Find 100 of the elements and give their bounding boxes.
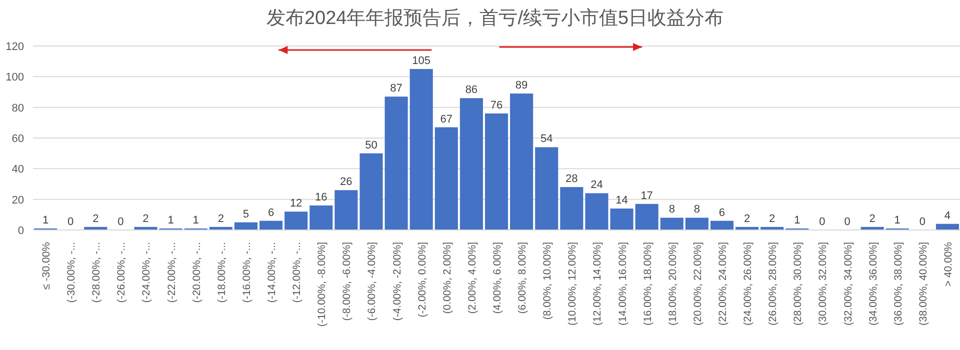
x-tick-label: (28.00%, 30.00%]	[792, 242, 804, 326]
bar	[360, 153, 383, 230]
data-label: 1	[894, 214, 900, 226]
x-tick-label: (-4.00%, -2.00%]	[391, 242, 404, 321]
x-tick-label: (8.00%, 10.00%]	[542, 242, 554, 320]
x-tick-label: (12.00%, 14.00%]	[592, 242, 604, 326]
x-tick-label: (20.00%, 22.00%]	[692, 242, 704, 326]
bar	[660, 218, 684, 230]
bar	[410, 69, 433, 230]
bar	[710, 220, 734, 230]
y-tick-label: 80	[12, 102, 24, 114]
bar	[560, 187, 584, 230]
data-label: 2	[869, 212, 876, 225]
bar	[434, 127, 458, 230]
bar	[585, 193, 608, 230]
x-tick-label: > 40.00%	[942, 242, 954, 287]
x-tick-label: (-6.00%, -4.00%]	[366, 242, 378, 321]
chart-title: 发布2024年年报预告后，首亏/续亏小市值5日收益分布	[266, 7, 724, 29]
data-label: 6	[268, 206, 274, 219]
data-label: 12	[290, 198, 302, 210]
x-tick-label: (-28.00%, -...	[90, 242, 103, 303]
bar	[310, 205, 333, 230]
bar	[334, 190, 358, 230]
data-label: 0	[68, 216, 74, 228]
y-tick-label: 100	[6, 72, 24, 84]
data-label: 86	[465, 84, 478, 96]
bar	[284, 212, 308, 230]
x-tick-label: (-2.00%, 0.00%]	[416, 242, 428, 318]
x-tick-label: (38.00%, 40.00%]	[917, 242, 930, 326]
x-tick-label: (18.00%, 20.00%]	[666, 242, 679, 326]
bar	[610, 208, 634, 230]
data-label: 5	[242, 208, 250, 220]
y-tick-label: 0	[18, 225, 24, 237]
bar	[259, 220, 283, 230]
data-label: 8	[694, 204, 700, 216]
data-label: 17	[640, 190, 653, 202]
data-label: 28	[566, 173, 578, 186]
data-label: 6	[718, 206, 726, 219]
data-label: 4	[944, 210, 951, 222]
data-label: 105	[412, 55, 431, 67]
x-tick-label: (10.00%, 12.00%]	[566, 242, 579, 326]
data-label: 2	[218, 212, 224, 225]
x-tick-label: (-12.00%, -...	[291, 242, 304, 303]
x-tick-label: (-30.00%, -...	[66, 242, 78, 303]
x-tick-label: (4.00%, 6.00%]	[492, 242, 504, 314]
x-tick-label: (24.00%, 26.00%]	[742, 242, 754, 326]
data-label: 2	[142, 212, 149, 225]
bar	[535, 147, 558, 230]
x-tick-label: (-18.00%, -...	[216, 242, 228, 303]
data-label: 8	[668, 204, 675, 216]
bar	[685, 218, 708, 230]
data-label: 24	[590, 179, 603, 192]
data-label: 87	[390, 82, 402, 95]
data-label: 1	[42, 214, 49, 226]
x-tick-label: (-20.00%, -...	[190, 242, 203, 303]
data-label: 89	[515, 80, 528, 92]
data-label: 26	[340, 176, 352, 188]
data-label: 76	[490, 99, 503, 112]
x-tick-label: (-22.00%, -...	[166, 242, 178, 303]
data-label: 50	[365, 139, 378, 152]
x-tick-label: (6.00%, 8.00%]	[516, 242, 529, 314]
bar	[635, 204, 658, 230]
data-label: 1	[794, 214, 800, 226]
x-tick-label: (-14.00%, -...	[266, 242, 278, 303]
y-tick-label: 120	[6, 41, 24, 53]
x-tick-label: (26.00%, 28.00%]	[767, 242, 780, 326]
data-label: 1	[168, 214, 174, 226]
data-label: 0	[118, 216, 124, 228]
data-label: 1	[192, 214, 199, 226]
x-tick-label: (16.00%, 18.00%]	[642, 242, 654, 326]
bar	[484, 113, 508, 230]
bar	[384, 96, 408, 230]
x-tick-label: (14.00%, 16.00%]	[616, 242, 629, 326]
data-label: 0	[844, 216, 850, 228]
x-tick-label: (22.00%, 24.00%]	[716, 242, 729, 326]
x-tick-label: (-16.00%, -...	[240, 242, 253, 303]
data-label: 2	[744, 212, 750, 225]
data-label: 2	[769, 212, 776, 225]
x-tick-label: (-24.00%, -...	[140, 242, 153, 303]
x-tick-label: (36.00%, 38.00%]	[892, 242, 904, 326]
data-label: 0	[819, 216, 826, 228]
x-tick-label: (34.00%, 36.00%]	[867, 242, 880, 326]
data-label: 0	[919, 216, 926, 228]
y-tick-label: 60	[12, 133, 24, 145]
x-tick-label: (-26.00%, -...	[116, 242, 128, 303]
y-tick-label: 40	[12, 164, 24, 176]
data-label: 2	[92, 212, 99, 225]
bar	[510, 94, 534, 230]
x-tick-label: (0.00%, 2.00%]	[441, 242, 454, 314]
x-tick-label: (-8.00%, -6.00%]	[341, 242, 354, 321]
data-label: 54	[540, 133, 553, 146]
x-tick-label: (30.00%, 32.00%]	[817, 242, 830, 326]
x-tick-label: (32.00%, 34.00%]	[842, 242, 854, 326]
x-tick-label: ≤ -30.00%	[40, 242, 53, 290]
data-label: 14	[616, 194, 628, 207]
bar	[234, 222, 258, 230]
x-tick-label: (-10.00%, -8.00%]	[316, 242, 328, 327]
bar	[460, 98, 483, 230]
bar	[936, 224, 959, 230]
data-label: 67	[440, 113, 453, 126]
